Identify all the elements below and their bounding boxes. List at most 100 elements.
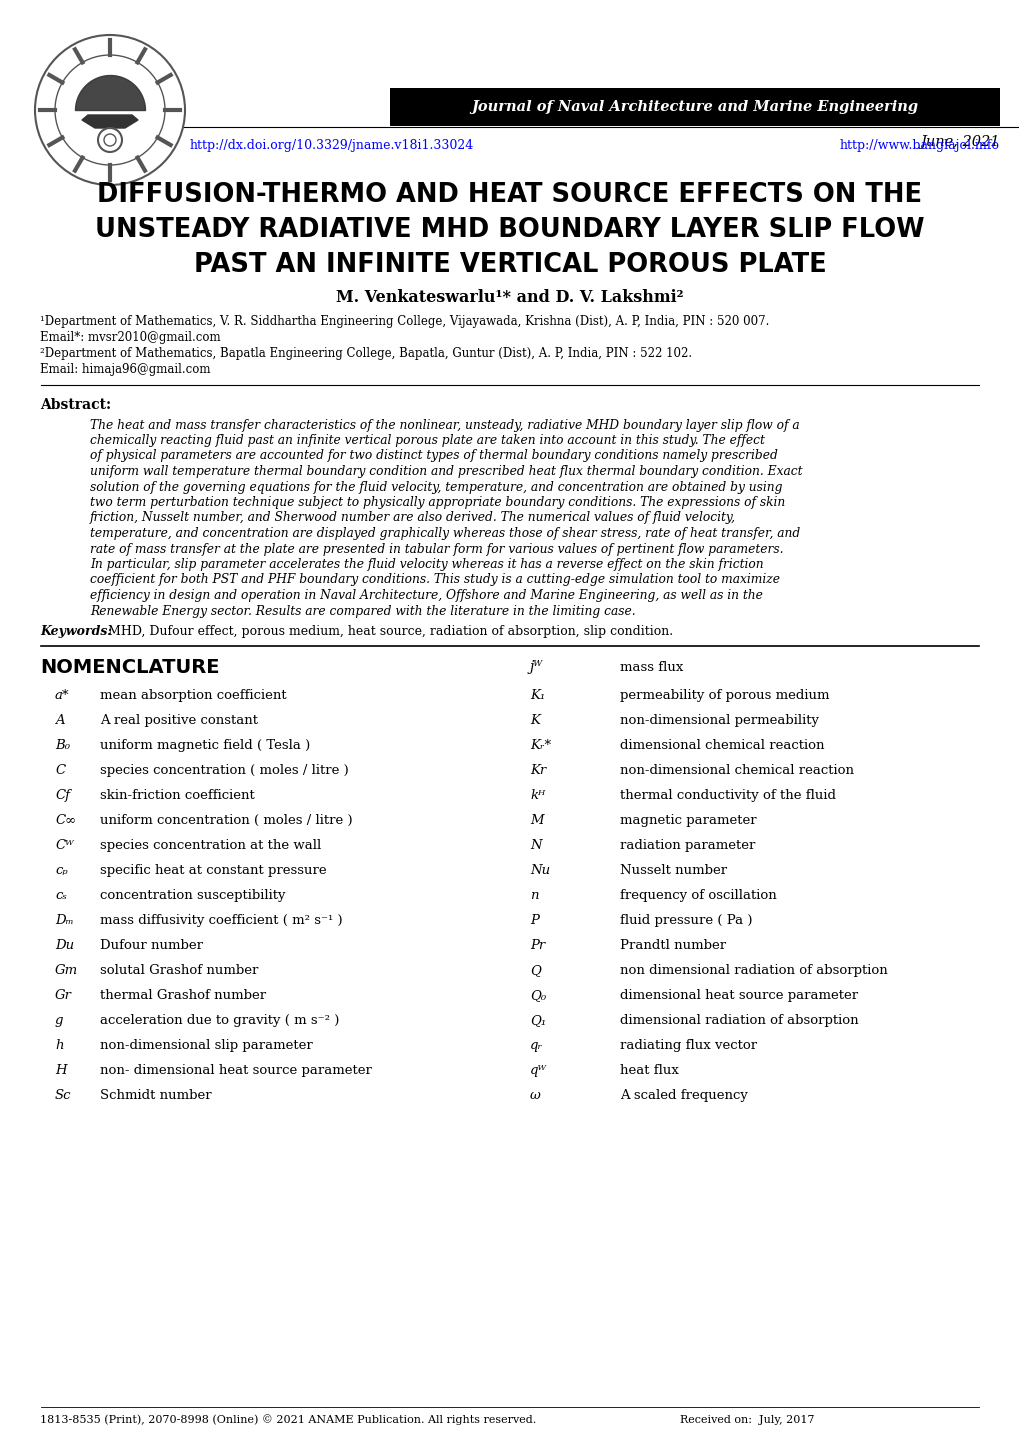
Text: P: P [530,914,538,927]
Text: Q: Q [530,965,540,978]
Text: The heat and mass transfer characteristics of the nonlinear, unsteady, radiative: The heat and mass transfer characteristi… [90,418,799,431]
Text: A real positive constant: A real positive constant [100,714,258,727]
Text: Renewable Energy sector. Results are compared with the literature in the limitin: Renewable Energy sector. Results are com… [90,604,635,617]
Text: Cᵂ: Cᵂ [55,839,73,852]
Text: efficiency in design and operation in Naval Architecture, Offshore and Marine En: efficiency in design and operation in Na… [90,588,762,601]
Text: non dimensional radiation of absorption: non dimensional radiation of absorption [620,965,887,978]
Polygon shape [82,115,138,128]
Text: concentration susceptibility: concentration susceptibility [100,890,285,903]
Text: kᴴ: kᴴ [530,789,545,802]
Text: http://dx.doi.org/10.3329/jname.v18i1.33024: http://dx.doi.org/10.3329/jname.v18i1.33… [190,138,474,151]
Text: frequency of oscillation: frequency of oscillation [620,890,776,903]
Text: N: N [530,839,541,852]
Text: Kᵣ*: Kᵣ* [530,738,550,751]
Text: B₀: B₀ [55,738,70,751]
Text: heat flux: heat flux [620,1064,679,1077]
Text: M. Venkateswarlu¹* and D. V. Lakshmi²: M. Venkateswarlu¹* and D. V. Lakshmi² [336,290,683,307]
Text: chemically reacting fluid past an infinite vertical porous plate are taken into : chemically reacting fluid past an infini… [90,434,764,447]
Text: ¹Department of Mathematics, V. R. Siddhartha Engineering College, Vijayawada, Kr: ¹Department of Mathematics, V. R. Siddha… [40,316,768,329]
Text: Dₘ: Dₘ [55,914,73,927]
Text: Prandtl number: Prandtl number [620,939,726,952]
Text: June, 2021: June, 2021 [919,136,999,149]
Text: uniform magnetic field ( Tesla ): uniform magnetic field ( Tesla ) [100,738,310,751]
Text: thermal Grashof number: thermal Grashof number [100,989,266,1002]
Text: M: M [530,813,543,828]
Text: Kr: Kr [530,764,546,777]
Text: non- dimensional heat source parameter: non- dimensional heat source parameter [100,1064,372,1077]
Text: non-dimensional slip parameter: non-dimensional slip parameter [100,1040,313,1053]
Text: H: H [55,1064,66,1077]
Text: K: K [530,714,539,727]
Text: UNSTEADY RADIATIVE MHD BOUNDARY LAYER SLIP FLOW: UNSTEADY RADIATIVE MHD BOUNDARY LAYER SL… [95,216,924,244]
Text: ω: ω [530,1089,540,1102]
Text: Pr: Pr [530,939,545,952]
Text: qᵂ: qᵂ [530,1064,546,1077]
Text: A scaled frequency: A scaled frequency [620,1089,747,1102]
Text: two term perturbation technique subject to physically appropriate boundary condi: two term perturbation technique subject … [90,496,785,509]
Text: cₚ: cₚ [55,864,67,877]
Text: Journal of Naval Architecture and Marine Engineering: Journal of Naval Architecture and Marine… [471,99,918,114]
Text: Schmidt number: Schmidt number [100,1089,211,1102]
Text: DIFFUSION-THERMO AND HEAT SOURCE EFFECTS ON THE: DIFFUSION-THERMO AND HEAT SOURCE EFFECTS… [98,182,921,208]
Text: Gr: Gr [55,989,72,1002]
Text: PAST AN INFINITE VERTICAL POROUS PLATE: PAST AN INFINITE VERTICAL POROUS PLATE [194,252,825,278]
Text: Email*: mvsr2010@gmail.com: Email*: mvsr2010@gmail.com [40,332,220,345]
Text: 1813-8535 (Print), 2070-8998 (Online) © 2021 ANAME Publication. All rights reser: 1813-8535 (Print), 2070-8998 (Online) © … [40,1415,536,1425]
Text: solution of the governing equations for the fluid velocity, temperature, and con: solution of the governing equations for … [90,480,782,493]
Text: dimensional radiation of absorption: dimensional radiation of absorption [620,1014,858,1027]
Text: MHD, Dufour effect, porous medium, heat source, radiation of absorption, slip co: MHD, Dufour effect, porous medium, heat … [108,624,673,637]
Text: h: h [55,1040,63,1053]
Text: uniform concentration ( moles / litre ): uniform concentration ( moles / litre ) [100,813,353,828]
Text: rate of mass transfer at the plate are presented in tabular form for various val: rate of mass transfer at the plate are p… [90,542,783,555]
Text: Keywords:: Keywords: [40,624,112,637]
Text: skin-friction coefficient: skin-friction coefficient [100,789,255,802]
Text: Dufour number: Dufour number [100,939,203,952]
Text: acceleration due to gravity ( m s⁻² ): acceleration due to gravity ( m s⁻² ) [100,1014,339,1027]
Text: C: C [55,764,65,777]
Text: Q₀: Q₀ [530,989,546,1002]
Text: cₛ: cₛ [55,890,67,903]
Text: thermal conductivity of the fluid: thermal conductivity of the fluid [620,789,836,802]
Text: solutal Grashof number: solutal Grashof number [100,965,258,978]
Text: Nu: Nu [530,864,549,877]
Text: Abstract:: Abstract: [40,398,111,412]
Text: http://www.banglajol.info: http://www.banglajol.info [840,138,999,151]
Text: Received on:  July, 2017: Received on: July, 2017 [680,1415,814,1425]
Text: In particular, slip parameter accelerates the fluid velocity whereas it has a re: In particular, slip parameter accelerate… [90,558,763,571]
Text: friction, Nusselt number, and Sherwood number are also derived. The numerical va: friction, Nusselt number, and Sherwood n… [90,512,736,525]
Text: coefficient for both PST and PHF boundary conditions. This study is a cutting-ed: coefficient for both PST and PHF boundar… [90,574,780,587]
Text: qᵣ: qᵣ [530,1040,542,1053]
Text: non-dimensional permeability: non-dimensional permeability [620,714,818,727]
Text: Cf: Cf [55,789,70,802]
Text: radiating flux vector: radiating flux vector [620,1040,756,1053]
Text: mean absorption coefficient: mean absorption coefficient [100,689,286,702]
Text: jᵂ: jᵂ [530,660,543,675]
Text: species concentration at the wall: species concentration at the wall [100,839,321,852]
Text: n: n [530,890,538,903]
FancyBboxPatch shape [389,88,999,125]
Text: fluid pressure ( Pa ): fluid pressure ( Pa ) [620,914,752,927]
Text: NOMENCLATURE: NOMENCLATURE [40,658,219,676]
Text: magnetic parameter: magnetic parameter [620,813,756,828]
Text: C∞: C∞ [55,813,76,828]
Text: species concentration ( moles / litre ): species concentration ( moles / litre ) [100,764,348,777]
Text: Du: Du [55,939,74,952]
Text: dimensional heat source parameter: dimensional heat source parameter [620,989,857,1002]
Text: Email: himaja96@gmail.com: Email: himaja96@gmail.com [40,363,210,376]
Text: mass diffusivity coefficient ( m² s⁻¹ ): mass diffusivity coefficient ( m² s⁻¹ ) [100,914,342,927]
Text: a*: a* [55,689,69,702]
Text: Nusselt number: Nusselt number [620,864,727,877]
Text: permeability of porous medium: permeability of porous medium [620,689,828,702]
Text: Q₁: Q₁ [530,1014,546,1027]
Text: of physical parameters are accounted for two distinct types of thermal boundary : of physical parameters are accounted for… [90,450,777,463]
Text: ²Department of Mathematics, Bapatla Engineering College, Bapatla, Guntur (Dist),: ²Department of Mathematics, Bapatla Engi… [40,348,692,360]
Text: radiation parameter: radiation parameter [620,839,755,852]
Text: dimensional chemical reaction: dimensional chemical reaction [620,738,823,751]
Text: non-dimensional chemical reaction: non-dimensional chemical reaction [620,764,853,777]
Text: specific heat at constant pressure: specific heat at constant pressure [100,864,326,877]
Text: A: A [55,714,64,727]
Text: uniform wall temperature thermal boundary condition and prescribed heat flux the: uniform wall temperature thermal boundar… [90,464,802,477]
Text: mass flux: mass flux [620,660,683,673]
Text: temperature, and concentration are displayed graphically whereas those of shear : temperature, and concentration are displ… [90,526,800,539]
Text: g: g [55,1014,63,1027]
